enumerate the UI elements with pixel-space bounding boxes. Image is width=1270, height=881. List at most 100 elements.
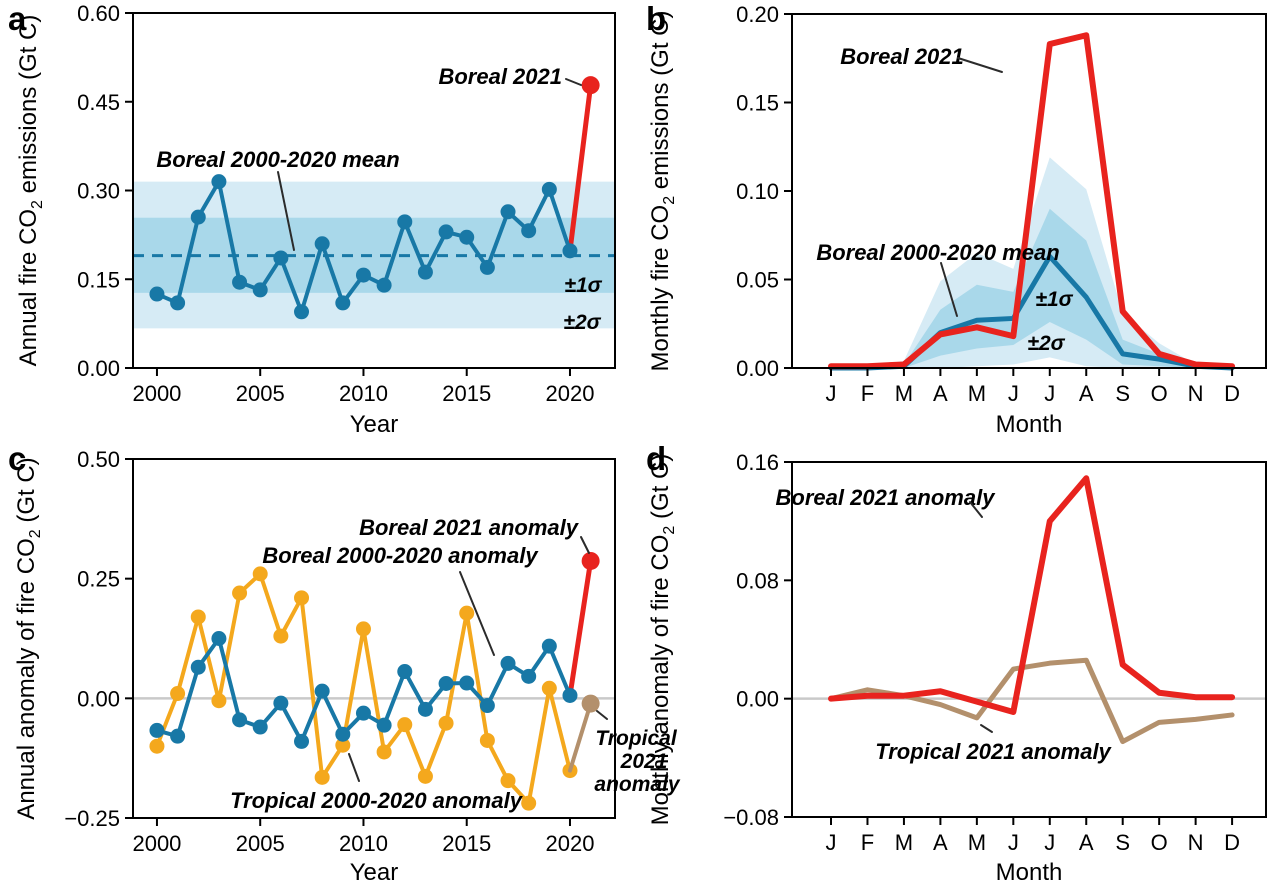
- panel-d-spines: [791, 461, 1267, 818]
- panel-a-boreal-2000-2020-mean-point: [273, 250, 289, 266]
- panel-c-tropical-2000-2020-anomaly-point: [190, 609, 206, 625]
- panel-a-boreal-2000-2020-mean-point: [479, 259, 495, 275]
- panel-c-boreal-2000-2020-anomaly-point: [190, 659, 206, 675]
- panel-b-x-tick-label: M: [895, 381, 913, 406]
- panel-b-x-tick-label: J: [826, 381, 837, 406]
- panel-d-x-tick-label: A: [933, 830, 948, 855]
- panel-a-y-tick-label: 0.60: [77, 1, 120, 26]
- panel-c-boreal-2000-2020-anomaly-point: [459, 675, 475, 691]
- panel-b-boreal-2021-line: [828, 32, 1236, 370]
- panel-b-y-axis-title: Monthly fire CO2 emissions (Gt C): [647, 11, 678, 372]
- panel-d-x-tick-label: O: [1151, 830, 1168, 855]
- panel-c-boreal-2000-2020-anomaly-point: [149, 722, 165, 738]
- panel-a-boreal-2000-2020-mean-point: [335, 295, 351, 311]
- panel-a-y-axis-title: Annual fire CO2 emissions (Gt C): [15, 15, 46, 367]
- panel-b-x-tick-label: M: [968, 381, 986, 406]
- panel-d-leader-line-1: [969, 501, 983, 518]
- panel-c-boreal-2000-2020-anomaly-point: [335, 726, 351, 742]
- panel-b-x-tick-label: N: [1188, 381, 1204, 406]
- panel-c-y-tick-label: 0.25: [77, 567, 120, 592]
- panel-c-tropical-2021-anomaly-line: [567, 701, 593, 773]
- panel-b-label-boreal-mean: Boreal 2000-2020 mean: [816, 240, 1059, 265]
- panel-a-boreal-2000-2020-mean-point: [232, 274, 248, 290]
- panel-c-leader-line-2: [459, 571, 495, 656]
- panel-b-y-tick-label: 0.20: [736, 2, 779, 27]
- panel-c-label-boreal-2021-anomaly: Boreal 2021 anomaly: [359, 515, 580, 540]
- panel-a-boreal-2000-2020-mean-point: [438, 224, 454, 240]
- panel-a-x-axis-title: Year: [350, 411, 399, 438]
- panel-c-leader-line-1: [580, 536, 590, 554]
- panel-a-boreal-2000-2020-mean-point: [170, 295, 186, 311]
- panel-a-label-boreal-2021: Boreal 2021: [438, 64, 562, 89]
- panel-letter-d: d: [646, 440, 667, 477]
- panel-c-tropical-2000-2020-anomaly-point: [438, 715, 454, 731]
- panel-c-tropical-2000-2020-anomaly-point: [417, 768, 433, 784]
- panel-b-x-tick-label: S: [1115, 381, 1130, 406]
- panel-b-x-tick-label: F: [861, 381, 874, 406]
- panel-c-tropical-2000-2020-anomaly-point: [335, 737, 351, 753]
- panel-c-tropical-2021-anomaly-end-point: [581, 694, 600, 713]
- panel-c-boreal-2000-2020-anomaly-point: [294, 733, 310, 749]
- panel-c-boreal-2000-2020-anomaly-point: [232, 712, 248, 728]
- panel-c-boreal-2000-2020-anomaly-point: [562, 687, 578, 703]
- panel-a-label-plus-minus-2-sigma: ±2σ: [563, 311, 601, 334]
- panel-c-tropical-2000-2020-anomaly-point: [273, 628, 289, 644]
- panel-c-boreal-2000-2020-anomaly-point: [211, 631, 227, 646]
- panel-c-x-tick-label: 2000: [132, 831, 181, 856]
- panel-a-y-tick-label: 0.30: [77, 179, 120, 204]
- panel-c-x-tick-label: 2020: [546, 831, 595, 856]
- panel-c-tropical-2000-2020-anomaly-point: [170, 686, 186, 702]
- panel-b-y-tick-label: 0.05: [736, 268, 779, 293]
- panel-d-x-tick-label: M: [895, 830, 913, 855]
- panel-c-boreal-2000-2020-anomaly-point: [541, 638, 557, 654]
- panel-a-leader-line-2: [277, 171, 295, 251]
- panel-a-boreal-2000-2020-mean-point: [314, 236, 330, 252]
- panel-d-y-tick-label: 0.16: [736, 450, 779, 475]
- panel-a-boreal-2000-2020-mean-point: [149, 286, 165, 302]
- panel-c-tropical-2000-2020-anomaly-point: [294, 590, 310, 606]
- panel-c-y-axis-title: Annual anomaly of fire CO2 (Gt C): [13, 457, 44, 819]
- panel-c-boreal-2000-2020-anomaly-point: [355, 705, 371, 721]
- panel-letter-b: b: [646, 0, 667, 37]
- panel-c: 2000 2005 2010 2015 2020 −0.25 0.00 0.25 0.50 Yea…: [13, 447, 681, 881]
- panel-d-label-boreal-2021-anomaly: Boreal 2021 anomaly: [776, 485, 997, 510]
- panel-c-boreal-2000-2020-anomaly-point: [397, 664, 413, 680]
- panel-c-boreal-2000-2020-anomaly-point: [376, 717, 392, 733]
- panel-b-x-tick-label: D: [1224, 381, 1240, 406]
- panel-c-y-tick-label: −0.25: [64, 806, 120, 831]
- panel-letter-a: a: [8, 0, 27, 37]
- panel-c-tropical-2000-2020-anomaly-line: [154, 571, 572, 806]
- panel-c-y-tick-label: 0.00: [77, 686, 120, 711]
- panel-c-tropical-2000-2020-anomaly-point: [479, 732, 495, 748]
- panel-a-x-tick-label: 2010: [339, 381, 388, 406]
- panel-c-tropical-2000-2020-anomaly-point: [541, 680, 557, 696]
- panel-a-boreal-2000-2020-mean-point: [252, 282, 268, 298]
- panel-c-y-tick-label: 0.50: [77, 447, 120, 472]
- panel-b-x-tick-label: O: [1151, 381, 1168, 406]
- panel-d-x-tick-label: J: [826, 830, 837, 855]
- panel-c-spines: [132, 458, 616, 819]
- panel-d-x-tick-label: A: [1079, 830, 1094, 855]
- panel-b-label-boreal-2021: Boreal 2021: [840, 44, 964, 69]
- panel-c-tropical-2000-2020-anomaly-point: [232, 585, 248, 601]
- panel-c-label-tropical-2021-line1: Tropical: [595, 727, 677, 750]
- panel-c-boreal-2000-2020-anomaly-point: [314, 683, 330, 699]
- panel-c-tropical-2000-2020-anomaly-point: [376, 744, 392, 760]
- panel-b-leader-line-2: [940, 262, 958, 317]
- panel-b-x-tick-label: A: [933, 381, 948, 406]
- panel-c-label-tropical-2021-line2: 2021: [620, 750, 668, 773]
- panel-d-y-tick-label: −0.08: [723, 805, 779, 830]
- panel-c-x-tick-label: 2005: [236, 831, 285, 856]
- panel-b-x-axis-title: Month: [996, 411, 1063, 438]
- panel-c-tropical-2000-2020-anomaly-point: [355, 621, 371, 637]
- panel-c-boreal-2021-anomaly-end-point: [581, 551, 600, 570]
- panel-d-x-tick-label: D: [1224, 830, 1240, 855]
- panel-c-leader-line-3: [348, 753, 360, 782]
- panel-c-tropical-2000-2020-anomaly-point: [500, 773, 516, 789]
- panel-a-y-tick-label: 0.00: [77, 356, 120, 381]
- panel-c-boreal-2000-2020-anomaly-point: [521, 668, 537, 684]
- panel-d-x-axis-title: Month: [996, 859, 1063, 881]
- panel-d-label-tropical-2021-anomaly: Tropical 2021 anomaly: [875, 739, 1112, 764]
